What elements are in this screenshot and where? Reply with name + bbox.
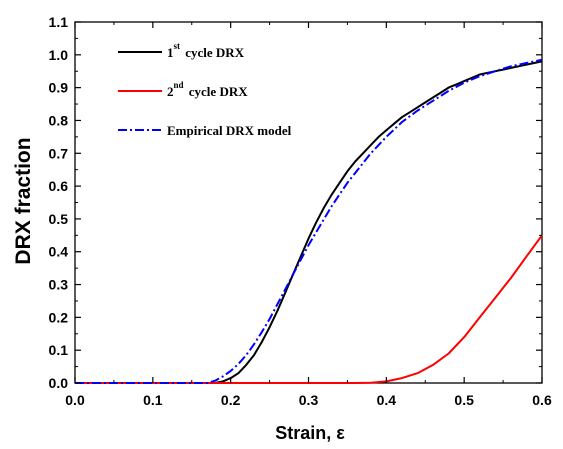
series-line-3	[75, 58, 543, 384]
y-tick-label: 0.6	[49, 178, 69, 194]
x-tick-label: 0.5	[454, 392, 474, 408]
y-tick-label: 0.9	[49, 80, 69, 96]
y-tick-label: 1.0	[49, 47, 69, 63]
legend-label-3: Empirical DRX model	[167, 123, 292, 138]
x-tick-label: 0.0	[65, 392, 85, 408]
y-tick-label: 0.0	[49, 375, 69, 391]
legend-label-1: 1st cycle DRX	[167, 41, 245, 60]
y-tick-label: 1.1	[49, 14, 69, 30]
x-tick-label: 0.4	[377, 392, 397, 408]
y-tick-label: 0.1	[49, 342, 69, 358]
x-tick-label: 0.3	[299, 392, 319, 408]
y-tick-label: 0.3	[49, 277, 69, 293]
legend: 1st cycle DRX 2nd cycle DRX Empirical DRX …	[118, 41, 292, 138]
series-layer	[75, 58, 543, 384]
legend-label-2: 2nd cycle DRX	[167, 80, 248, 99]
tick-labels: 0.0 0.1 0.2 0.3 0.4 0.5 0.6 0.0 0.1 0.2 0.3 0.4 0.5 0…	[49, 14, 552, 408]
y-tick-label: 0.2	[49, 309, 69, 325]
x-tick-label: 0.1	[143, 392, 163, 408]
y-tick-label: 0.5	[49, 211, 69, 227]
y-tick-label: 0.4	[49, 244, 69, 260]
x-axis-title: Strain, ε	[275, 423, 345, 443]
series-line-1	[75, 60, 543, 384]
series-line-2	[75, 234, 543, 384]
y-axis-title: DRX fraction	[12, 137, 35, 264]
x-tick-label: 0.2	[221, 392, 241, 408]
axis-ticks	[74, 21, 543, 384]
y-tick-label: 0.8	[49, 112, 69, 128]
y-tick-label: 0.7	[49, 145, 69, 161]
x-tick-label: 0.6	[532, 392, 552, 408]
